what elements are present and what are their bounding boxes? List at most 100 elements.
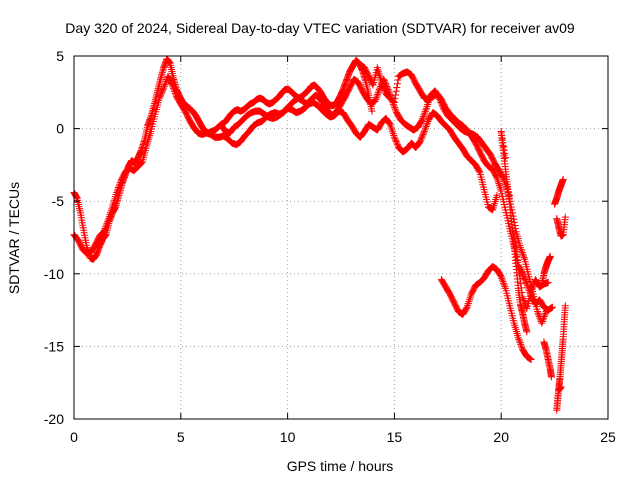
data-point [520,296,528,304]
x-tick-label: 0 [70,429,78,445]
data-point [169,83,177,91]
data-point [519,250,527,258]
data-point [418,133,426,141]
data-point [393,80,401,88]
data-point [157,91,165,99]
data-point [519,271,527,279]
data-point [155,94,163,102]
x-tick-label: 10 [280,429,296,445]
data-point [161,81,169,89]
data-point [515,335,523,343]
y-tick-label: 0 [56,121,64,137]
data-point [393,139,401,147]
data-point [500,279,508,287]
data-point [422,123,430,131]
data-point [171,89,179,97]
data-point [540,313,548,321]
data-point [417,136,425,144]
data-point [99,229,107,237]
chart-title: Day 320 of 2024, Sidereal Day-to-day VTE… [65,20,575,36]
data-point [465,296,473,304]
data-point [101,224,109,232]
data-point [517,340,525,348]
data-point [522,279,530,287]
data-point [466,294,474,302]
data-point [462,304,470,312]
data-point [422,124,430,132]
data-point [368,80,376,88]
data-point [501,283,509,291]
data-point [100,228,108,236]
data-point [390,98,398,106]
data-point [535,311,543,319]
series-track-7 [538,252,554,289]
series-track-8 [540,338,555,381]
data-point [524,283,532,291]
data-point [160,82,168,90]
data-point [516,337,524,345]
data-point [559,175,567,183]
data-point [115,184,123,192]
data-point [516,244,524,252]
series-track-4 [356,61,556,314]
x-axis-label: GPS time / hours [287,458,394,474]
data-point [380,85,388,93]
series-track-3 [217,75,550,327]
data-point [514,334,522,342]
series-track-6 [497,129,531,336]
series-track-1 [70,55,376,263]
data-point [391,95,399,103]
y-tick-label: -5 [52,193,65,209]
data-point [423,119,431,127]
data-point [419,113,427,121]
data-point [390,98,398,106]
data-point [375,87,383,95]
data-point [519,295,527,303]
data-point [389,128,397,136]
data-point [101,226,109,234]
data-point [501,154,509,162]
data-point [539,316,547,324]
data-point [102,223,110,231]
data-point [499,174,507,182]
data-point [417,135,425,143]
data-point [516,339,524,347]
data-point [390,133,398,141]
data-point [392,91,400,99]
data-point [501,150,509,158]
data-point [485,149,493,157]
series-track-10 [553,302,569,414]
data-point [391,135,399,143]
data-series [70,55,569,414]
data-point [519,270,527,278]
data-point [170,86,178,94]
data-point [416,138,424,146]
data-point [420,129,428,137]
data-point [423,102,431,110]
data-point [421,108,429,116]
data-point [523,280,531,288]
data-point [534,309,542,317]
data-point [557,383,565,391]
data-point [389,130,397,138]
data-point [157,90,165,98]
data-point [160,84,168,92]
data-point [498,274,506,282]
data-point [520,273,528,281]
data-point [394,76,402,84]
data-point [523,328,531,336]
y-tick-label: -10 [44,266,64,282]
data-point [522,277,530,285]
data-point [519,252,527,260]
data-point [168,81,176,89]
data-point [534,308,542,316]
data-point [374,89,382,97]
data-point [547,373,555,381]
data-point [422,104,430,112]
data-point [113,188,121,196]
data-point [114,185,122,193]
data-point [169,84,177,92]
data-point [420,128,428,136]
data-point [497,273,505,281]
